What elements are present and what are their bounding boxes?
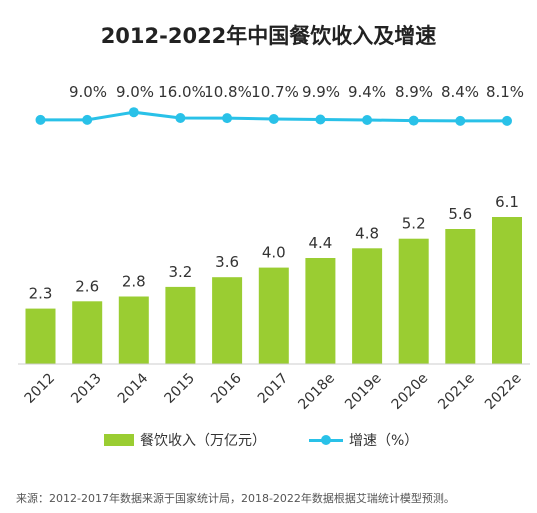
legend-label-growth: 增速（%） <box>349 433 419 449</box>
x-tick-labels: 2012 2013 2014 2015 2016 2017 2018e 2019e 2020e 2… <box>22 370 525 413</box>
bar-2020e <box>398 238 429 364</box>
x-tick-label: 2020e <box>389 370 432 413</box>
x-tick-label: 2014 <box>115 370 152 407</box>
legend-label-revenue: 餐饮收入（万亿元） <box>140 433 266 449</box>
x-tick-label: 2012 <box>22 370 59 407</box>
source-note: 来源：2012-2017年数据来源于国家统计局，2018-2022年数据根据艾瑞… <box>16 492 455 505</box>
growth-value-label: 10.8% <box>204 83 252 101</box>
bar-2014 <box>118 296 149 364</box>
chart-title: 2012-2022年中国餐饮收入及增速 <box>100 24 437 48</box>
bar-value-label: 3.2 <box>168 263 192 281</box>
bar-value-label: 5.2 <box>402 215 426 233</box>
growth-point-2021e <box>455 115 466 126</box>
growth-value-label: 10.7% <box>251 83 299 101</box>
bar-value-label: 3.6 <box>215 253 239 271</box>
bar-2018e <box>305 258 336 364</box>
legend: 餐饮收入（万亿元） 增速（%） <box>0 430 537 450</box>
x-tick-label: 2017 <box>255 370 292 407</box>
growth-point-2018e <box>315 114 326 125</box>
bar-labels-layer: 2.3 2.6 2.8 3.2 3.6 4.0 4.4 4.8 5.2 5.6 6.1 <box>29 193 519 303</box>
growth-value-label: 9.4% <box>348 83 386 101</box>
bar-2012 <box>25 308 56 364</box>
growth-point-2012 <box>35 114 46 125</box>
growth-value-label: 9.0% <box>69 83 107 101</box>
growth-value-label: 9.9% <box>302 83 340 101</box>
x-tick-label: 2015 <box>161 370 198 407</box>
legend-item-revenue: 餐饮收入（万亿元） <box>104 430 266 450</box>
legend-swatch-revenue <box>104 434 134 446</box>
growth-value-label: 8.1% <box>486 83 524 101</box>
bar-value-label: 4.8 <box>355 224 379 242</box>
bar-value-label: 2.8 <box>122 273 146 291</box>
bar-value-label: 4.4 <box>308 234 332 252</box>
bars-layer <box>25 217 522 364</box>
bar-2016 <box>212 277 243 364</box>
bar-2017 <box>258 267 289 364</box>
legend-item-growth: 增速（%） <box>309 430 418 450</box>
bar-2015 <box>165 286 196 364</box>
bar-value-label: 2.3 <box>29 285 53 303</box>
line-labels-layer: 9.0% 9.0% 16.0%10.8% 10.7% 9.9% 9.4% 8.9% 8.4% 8… <box>69 83 524 101</box>
growth-value-label: 16.0% <box>158 83 206 101</box>
bar-2019e <box>352 248 383 364</box>
x-tick-label: 2019e <box>342 370 385 413</box>
bar-value-label: 4.0 <box>262 244 286 262</box>
growth-point-2019e <box>362 115 373 125</box>
x-tick-label: 2016 <box>208 370 245 407</box>
growth-point-2015 <box>175 113 186 123</box>
x-tick-label: 2022e <box>482 370 525 413</box>
x-tick-label: 2013 <box>68 370 105 407</box>
growth-point-2017 <box>268 114 279 124</box>
bar-value-label: 6.1 <box>495 193 519 211</box>
growth-point-2020e <box>408 115 419 126</box>
bar-value-label: 5.6 <box>448 205 472 223</box>
x-tick-label: 2021e <box>435 370 478 413</box>
bar-2013 <box>72 301 103 364</box>
growth-point-2022e <box>502 115 512 126</box>
growth-value-label: 8.9% <box>395 83 433 101</box>
growth-value-label: 9.0% <box>116 83 154 101</box>
growth-point-2014 <box>128 107 139 118</box>
line-layer <box>35 107 512 126</box>
x-tick-label: 2018e <box>295 370 338 413</box>
bar-2022e <box>492 217 522 364</box>
bar-2021e <box>445 229 476 364</box>
legend-swatch-growth <box>309 434 343 446</box>
growth-point-2013 <box>82 114 93 125</box>
growth-value-label: 8.4% <box>441 83 479 101</box>
bar-value-label: 2.6 <box>75 277 99 295</box>
growth-point-2016 <box>222 113 233 124</box>
